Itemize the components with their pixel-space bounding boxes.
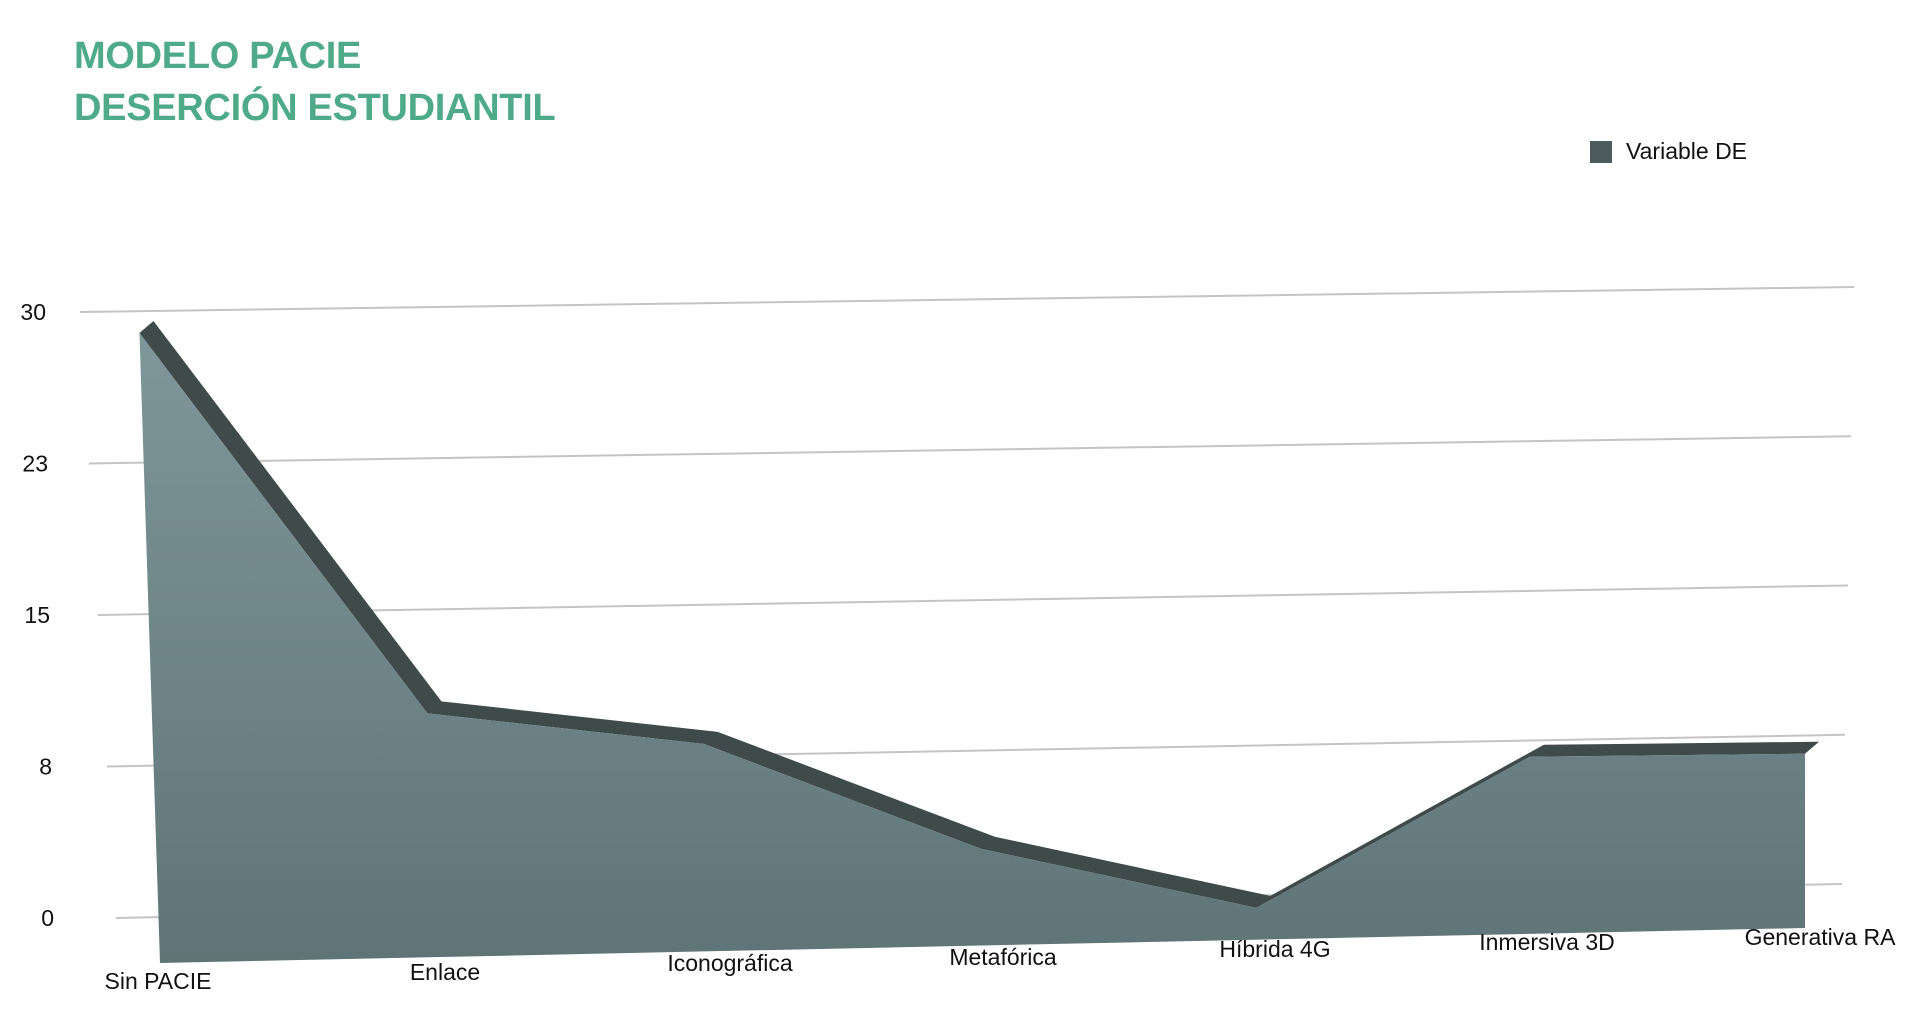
data-point xyxy=(980,848,982,850)
chart-title-line-2: DESERCIÓN ESTUDIANTIL xyxy=(74,87,556,129)
grid-line xyxy=(97,584,1849,616)
series-area-face xyxy=(139,333,1805,963)
x-tick-label: Híbrida 4G xyxy=(1219,936,1330,962)
data-point xyxy=(1255,907,1257,909)
y-tick-label: 0 xyxy=(41,905,54,931)
x-tick-label: Inmersiva 3D xyxy=(1479,929,1614,955)
grid-line xyxy=(79,286,1855,313)
data-point xyxy=(703,743,705,745)
y-tick-label: 23 xyxy=(22,451,48,477)
legend-label: Variable DE xyxy=(1626,138,1748,164)
data-point xyxy=(138,332,140,334)
y-tick-label: 15 xyxy=(24,602,50,628)
grid-line xyxy=(88,435,1852,465)
chart-title-line-1: MODELO PACIE xyxy=(74,35,362,77)
x-tick-label: Enlace xyxy=(410,959,480,985)
x-tick-label: Iconográfica xyxy=(667,950,793,976)
chart-title: MODELO PACIE DESERCIÓN ESTUDIANTIL xyxy=(74,30,556,134)
x-tick-label: Sin PACIE xyxy=(105,968,212,994)
x-tick-label: Metafórica xyxy=(949,944,1057,970)
data-point xyxy=(1529,756,1531,758)
data-point xyxy=(426,712,428,714)
y-axis-ticks: 0 8 15 23 30 xyxy=(20,299,54,931)
data-point xyxy=(1804,753,1806,755)
x-tick-label: Generativa RA xyxy=(1745,924,1897,950)
y-tick-label: 30 xyxy=(20,299,46,325)
y-tick-label: 8 xyxy=(39,754,52,780)
legend: Variable DE xyxy=(1590,138,1747,165)
legend-swatch xyxy=(1590,140,1612,163)
series-area xyxy=(138,321,1819,963)
x-axis-ticks: Sin PACIE Enlace Iconográfica Metafórica Híb… xyxy=(105,924,1897,994)
